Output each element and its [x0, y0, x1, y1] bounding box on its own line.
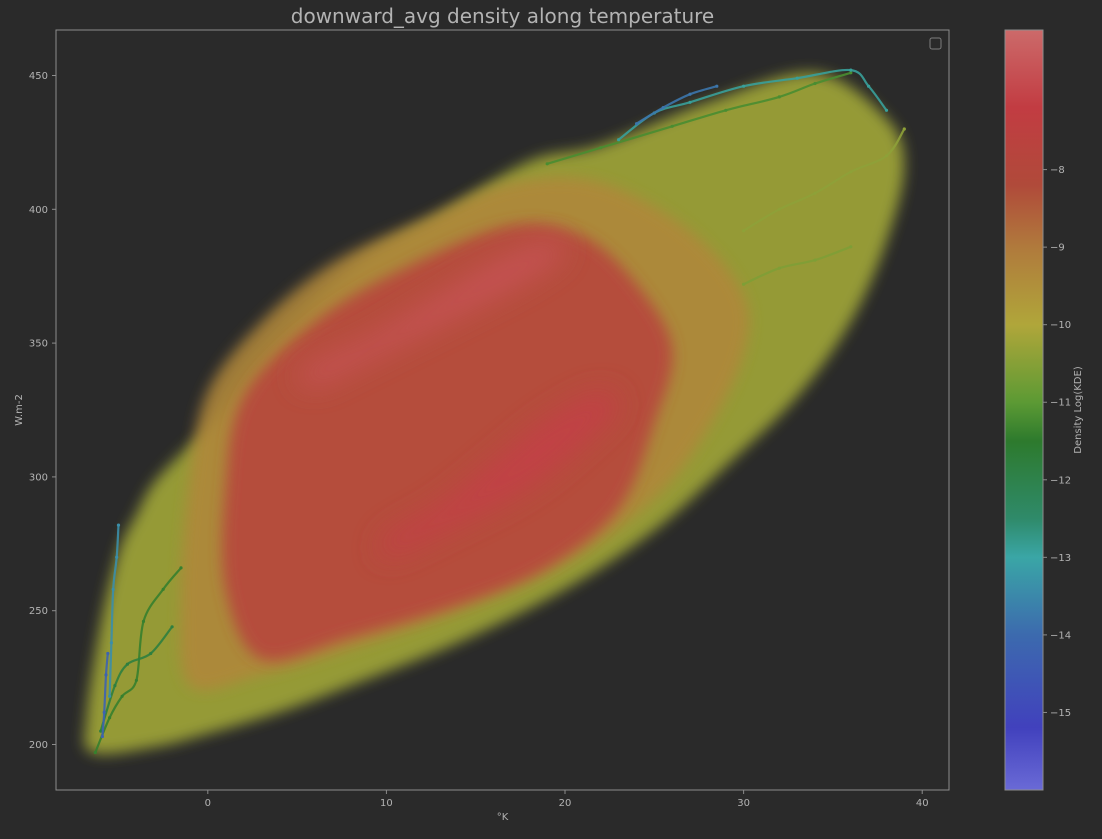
data-point-top-edge-3: [724, 108, 728, 112]
colorbar-tick-label: −12: [1050, 475, 1071, 486]
y-tick-label: 200: [29, 740, 48, 751]
y-axis-label: W.m-2: [14, 394, 25, 426]
data-point-cold-tail-6: [179, 566, 183, 570]
data-point-cold-tail-2: [120, 694, 124, 698]
fringe-line-right-lobe-2: [742, 245, 852, 286]
data-point-top-edge-0: [545, 162, 549, 166]
data-point-top-dots-4: [795, 76, 799, 80]
y-tick-label: 300: [29, 472, 48, 483]
data-point-top-dots-0: [617, 138, 621, 142]
data-point-top-edge-6: [849, 71, 853, 75]
colorbar-tick-label: −10: [1050, 320, 1071, 331]
data-point-right-lobe-4: [884, 154, 889, 158]
data-point-cold-tail-2-4: [170, 625, 174, 629]
data-point-top-edge-2: [670, 124, 674, 128]
data-point-top-dots-6: [867, 84, 871, 88]
colorbar-tick-label: −11: [1050, 398, 1071, 409]
data-point-cold-tail-2-1: [113, 684, 117, 688]
data-point-top-dots-7: [884, 108, 889, 112]
plot-frame: [55, 29, 950, 791]
data-point-top-far-2: [688, 92, 692, 96]
density-region-peak-lower: [378, 391, 620, 558]
density-region-core: [222, 223, 673, 661]
data-point-right-lobe-2-0: [742, 282, 746, 286]
data-point-cold-spike-2: [111, 587, 115, 591]
plot-area: [84, 68, 906, 755]
data-point-cold-spike-1: [109, 641, 113, 645]
data-point-cold-tail-2-0: [99, 729, 103, 733]
x-axis: 0 10 20 30 40: [205, 790, 929, 809]
fringe-line-right-lobe: [742, 127, 906, 232]
colorbar-tick-label: −15: [1050, 708, 1071, 719]
data-point-cold-spike-0: [108, 694, 112, 698]
data-point-top-far-1: [661, 106, 665, 110]
data-point-right-lobe-0: [742, 229, 746, 233]
x-tick-label: 40: [916, 798, 929, 809]
y-tick-label: 250: [29, 606, 48, 617]
data-point-cold-dots-0: [100, 734, 104, 739]
data-point-cold-tail-2-2: [125, 662, 129, 666]
data-point-cold-tail-0: [93, 750, 97, 755]
data-point-right-lobe-2-3: [849, 245, 853, 249]
data-point-top-edge-1: [599, 146, 603, 150]
data-point-top-dots-5: [849, 68, 853, 72]
data-point-right-lobe-2-1: [777, 266, 781, 270]
x-tick-label: 0: [205, 798, 211, 809]
colorbar-tick-label: −9: [1050, 243, 1065, 254]
data-point-cold-tail-5: [161, 587, 165, 591]
data-point-right-lobe-2-2: [813, 258, 817, 262]
data-point-cold-spike-4: [116, 523, 121, 527]
x-tick-label: 20: [559, 798, 572, 809]
data-point-top-dots-2: [688, 100, 692, 104]
colorbar-label: Density Log(KDE): [1073, 366, 1084, 454]
data-point-cold-dots-3: [106, 651, 110, 656]
data-point-top-edge-5: [813, 81, 817, 86]
y-axis: 200 250 300 350 400 450: [29, 71, 56, 751]
data-point-top-far-3: [715, 84, 719, 88]
data-point-right-lobe-3: [849, 170, 853, 174]
y-tick-label: 450: [29, 71, 48, 82]
colorbar-tick-label: −13: [1050, 553, 1071, 564]
y-tick-label: 350: [29, 339, 48, 350]
data-point-cold-tail-1: [108, 716, 112, 720]
density-region-peak-upper: [296, 241, 566, 386]
data-point-cold-dots-2: [104, 673, 108, 677]
x-tick-label: 10: [380, 798, 393, 809]
chart-title: downward_avg density along temperature: [290, 4, 715, 28]
fringe-line-cold-dots: [101, 652, 109, 738]
data-point-right-lobe-5: [902, 127, 906, 131]
y-tick-label: 400: [29, 205, 48, 216]
colorbar-tick-label: −8: [1050, 165, 1065, 176]
data-point-right-lobe-1: [777, 207, 781, 211]
data-point-cold-dots-1: [102, 710, 106, 715]
legend-box: [929, 37, 942, 50]
data-point-top-dots-3: [742, 84, 746, 88]
data-point-cold-tail-4: [141, 619, 146, 624]
data-point-cold-tail-3: [134, 678, 138, 682]
data-point-top-far-0: [634, 122, 639, 126]
data-point-right-lobe-2: [813, 191, 817, 195]
data-point-cold-tail-2-3: [149, 651, 153, 656]
data-point-cold-spike-3: [115, 555, 119, 559]
x-axis-label: °K: [497, 812, 509, 823]
colorbar-axis: −8 −9 −10 −11 −12 −13 −14 −15: [1043, 165, 1071, 719]
data-point-top-edge-4: [777, 95, 781, 99]
x-tick-label: 30: [737, 798, 750, 809]
colorbar: [1004, 29, 1044, 791]
fringe-line-top-far: [635, 85, 718, 125]
colorbar-tick-label: −14: [1050, 630, 1071, 641]
